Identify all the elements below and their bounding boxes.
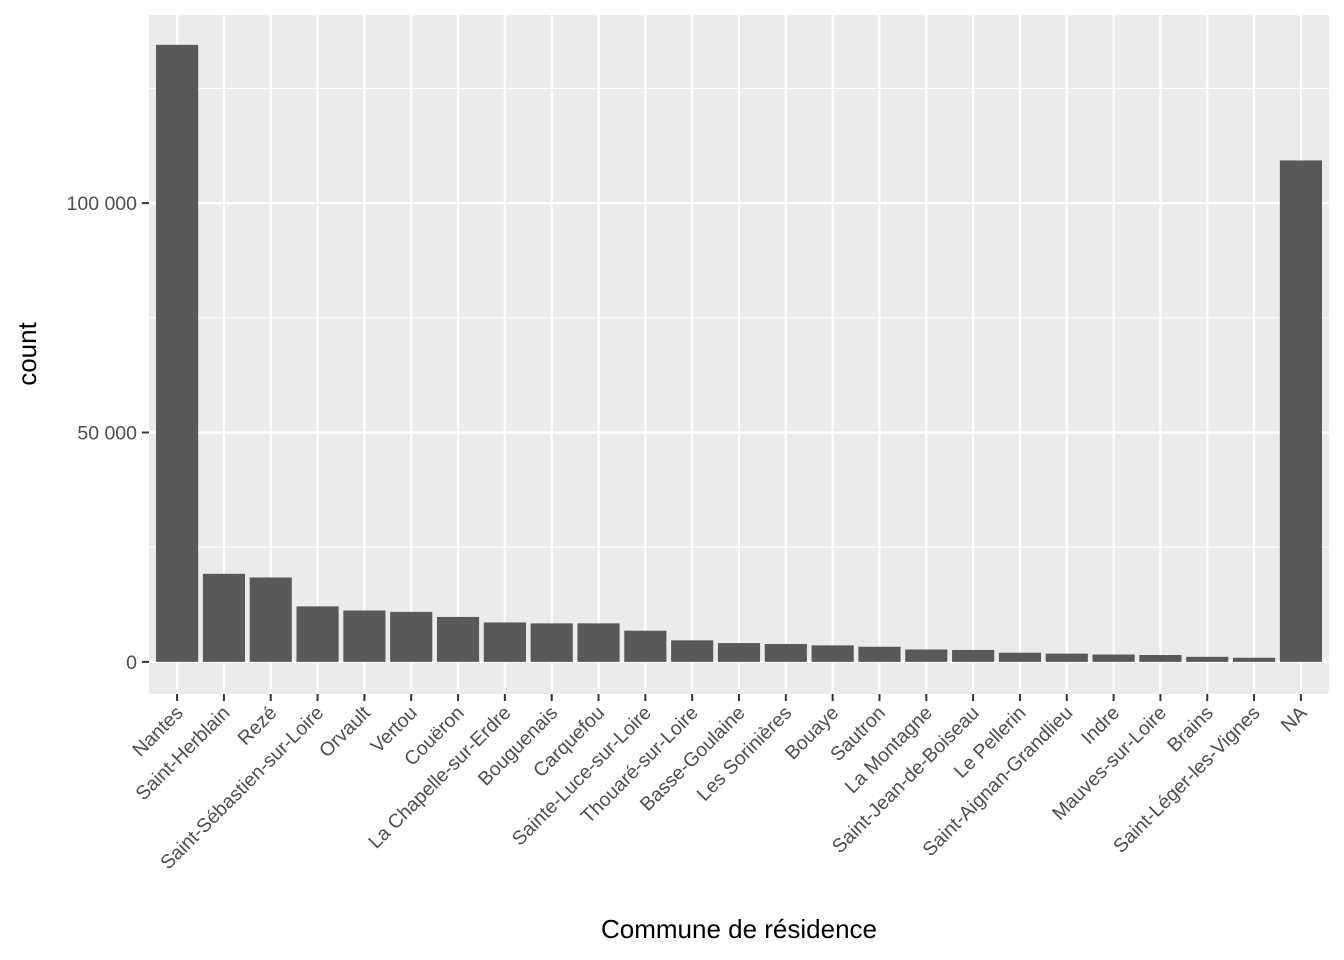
bar-12 [671, 640, 714, 662]
y-tick-label: 50 000 [77, 422, 137, 444]
bars [156, 44, 1322, 662]
bar-7 [436, 616, 480, 662]
bar-19 [998, 652, 1042, 662]
bar-22 [1139, 655, 1182, 662]
bar-14 [764, 643, 807, 662]
bar-10 [577, 623, 620, 662]
bar-15 [811, 645, 854, 662]
bar-9 [530, 623, 573, 662]
bar-5 [343, 610, 386, 662]
bar-2 [202, 573, 245, 662]
bar-4 [296, 606, 339, 662]
bar-21 [1092, 654, 1135, 662]
bar-8 [483, 622, 526, 662]
bar-23 [1186, 656, 1229, 662]
x-axis-title: Commune de résidence [601, 914, 877, 944]
bar-24 [1233, 657, 1276, 662]
y-axis: 0 50 000 100 000 [67, 193, 149, 674]
y-tick-label: 100 000 [67, 193, 138, 215]
bar-13 [717, 643, 761, 662]
bar-11 [624, 630, 667, 662]
bar-17 [905, 649, 948, 662]
bar-25 [1279, 160, 1322, 662]
bar-3 [249, 577, 292, 662]
major-gridlines [149, 15, 1329, 694]
bar-6 [390, 611, 433, 662]
bar-16 [858, 646, 901, 662]
x-tick-label: NA [1277, 702, 1312, 737]
bar-20 [1045, 653, 1088, 662]
x-tick-label: Orvault [315, 702, 375, 762]
y-tick-label: 0 [126, 652, 137, 674]
bar-1 [156, 44, 199, 662]
y-axis-title: count [12, 321, 42, 385]
bar-18 [952, 649, 995, 662]
